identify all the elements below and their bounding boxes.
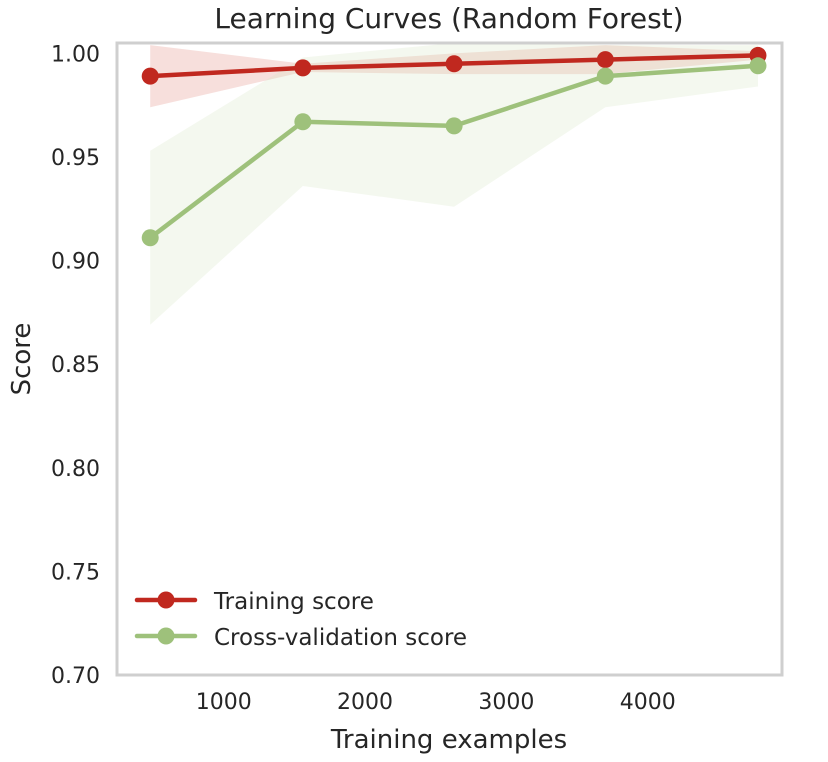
legend-item-training: Training score: [134, 589, 374, 615]
data-point-1-4: [749, 57, 767, 75]
y-axis-label: Score: [7, 323, 37, 396]
data-point-0-2: [445, 55, 463, 73]
x-axis-ticks: 1000 2000 3000 4000: [196, 690, 676, 715]
data-point-1-1: [294, 113, 312, 131]
confidence-bands: [150, 43, 758, 325]
y-tick-label: 0.95: [51, 146, 100, 171]
legend-marker-cross-validation: [157, 627, 175, 645]
x-axis-label: Training examples: [330, 725, 567, 755]
y-axis-ticks: 0.70 0.75 0.80 0.85 0.90 0.95 1.00: [51, 42, 100, 689]
series-points: [141, 46, 767, 247]
y-tick-label: 0.70: [51, 664, 100, 689]
x-tick-label: 4000: [620, 690, 676, 715]
data-point-0-0: [141, 67, 159, 85]
data-point-1-0: [141, 229, 159, 247]
legend-marker-training: [157, 591, 175, 609]
data-point-0-1: [294, 59, 312, 77]
plot-frame: [115, 41, 784, 677]
y-tick-label: 1.00: [51, 42, 100, 67]
x-tick-label: 3000: [478, 690, 534, 715]
data-point-1-3: [596, 67, 614, 85]
x-tick-label: 1000: [196, 690, 252, 715]
chart-title: Learning Curves (Random Forest): [214, 2, 683, 35]
y-tick-label: 0.90: [51, 250, 100, 275]
legend-item-cross-validation: Cross-validation score: [134, 625, 467, 651]
data-point-0-3: [596, 51, 614, 69]
x-tick-label: 2000: [337, 690, 393, 715]
y-tick-label: 0.75: [51, 560, 100, 585]
y-tick-label: 0.80: [51, 457, 100, 482]
y-tick-label: 0.85: [51, 353, 100, 378]
data-point-1-2: [445, 117, 463, 135]
legend-label-cross-validation: Cross-validation score: [214, 625, 467, 651]
legend-label-training: Training score: [213, 589, 374, 615]
legend: Training score Cross-validation score: [134, 589, 467, 651]
